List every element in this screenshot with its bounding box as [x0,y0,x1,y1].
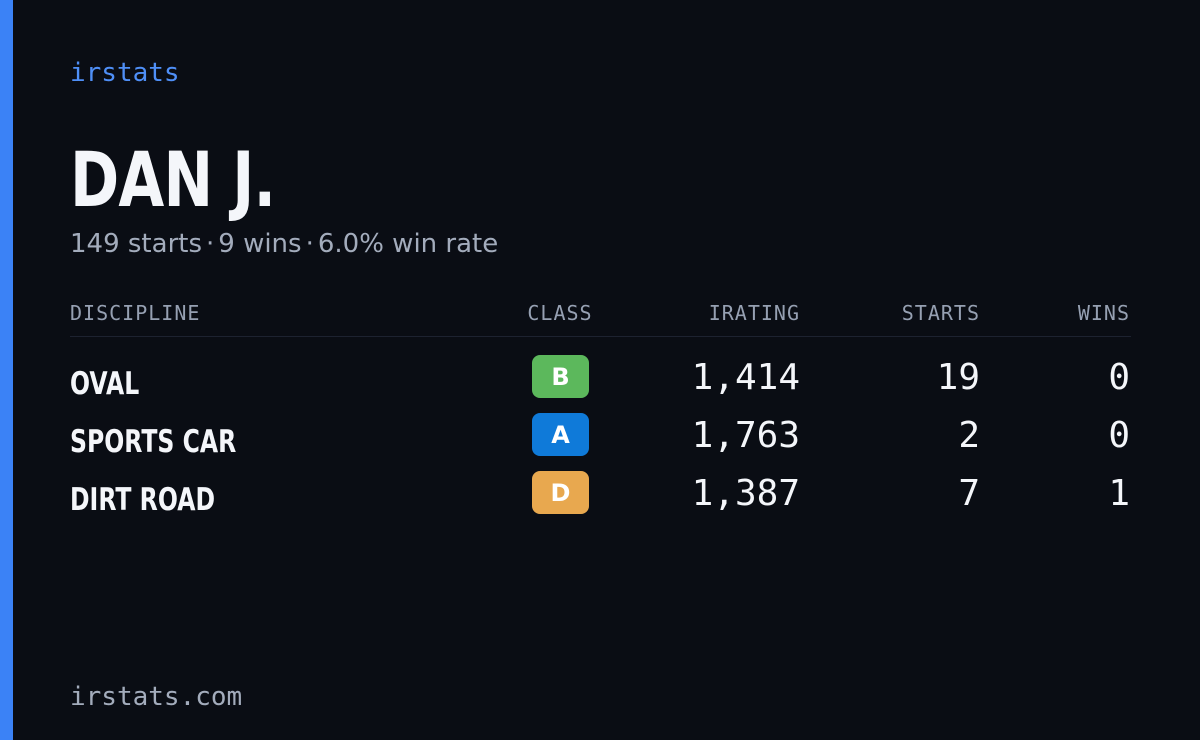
wins-count: 9 wins [218,229,302,259]
table-row: OVAL B 1,414 19 0 [70,352,1131,410]
footer-url: irstats.com [70,682,243,712]
header-wins: WINS [1077,301,1130,325]
table-header: DISCIPLINE CLASS IRATING STARTS WINS [70,296,1131,337]
header-class: CLASS [527,301,593,325]
starts-value: 19 [936,357,980,398]
separator: · [305,229,314,259]
header-irating: IRATING [708,301,800,325]
table-row: SPORTS CAR A 1,763 2 0 [70,410,1131,468]
discipline-name: DIRT ROAD [70,482,216,518]
table-body: OVAL B 1,414 19 0 SPORTS CAR A 1,763 2 0… [70,352,1131,526]
class-badge: D [532,471,589,514]
wins-value: 0 [1108,415,1130,456]
class-badge: B [532,355,589,398]
wins-value: 1 [1108,473,1130,514]
header-discipline: DISCIPLINE [70,301,201,325]
wins-value: 0 [1108,357,1130,398]
player-name: DAN J. [70,135,276,224]
win-rate: 6.0% win rate [317,229,499,259]
accent-bar [0,0,13,740]
brand-logo: irstats [70,58,180,88]
starts-value: 7 [958,473,980,514]
stats-table: DISCIPLINE CLASS IRATING STARTS WINS OVA… [70,296,1131,518]
irating-value: 1,414 [691,357,800,398]
header-starts: STARTS [901,301,980,325]
separator: · [206,229,215,259]
discipline-name: SPORTS CAR [70,424,237,460]
irating-value: 1,763 [691,415,800,456]
player-summary: 149 starts · 9 wins · 6.0% win rate [70,227,498,261]
starts-count: 149 starts [70,229,202,259]
starts-value: 2 [958,415,980,456]
class-badge: A [532,413,589,456]
table-row: DIRT ROAD D 1,387 7 1 [70,468,1131,526]
discipline-name: OVAL [70,366,140,402]
irating-value: 1,387 [691,473,800,514]
